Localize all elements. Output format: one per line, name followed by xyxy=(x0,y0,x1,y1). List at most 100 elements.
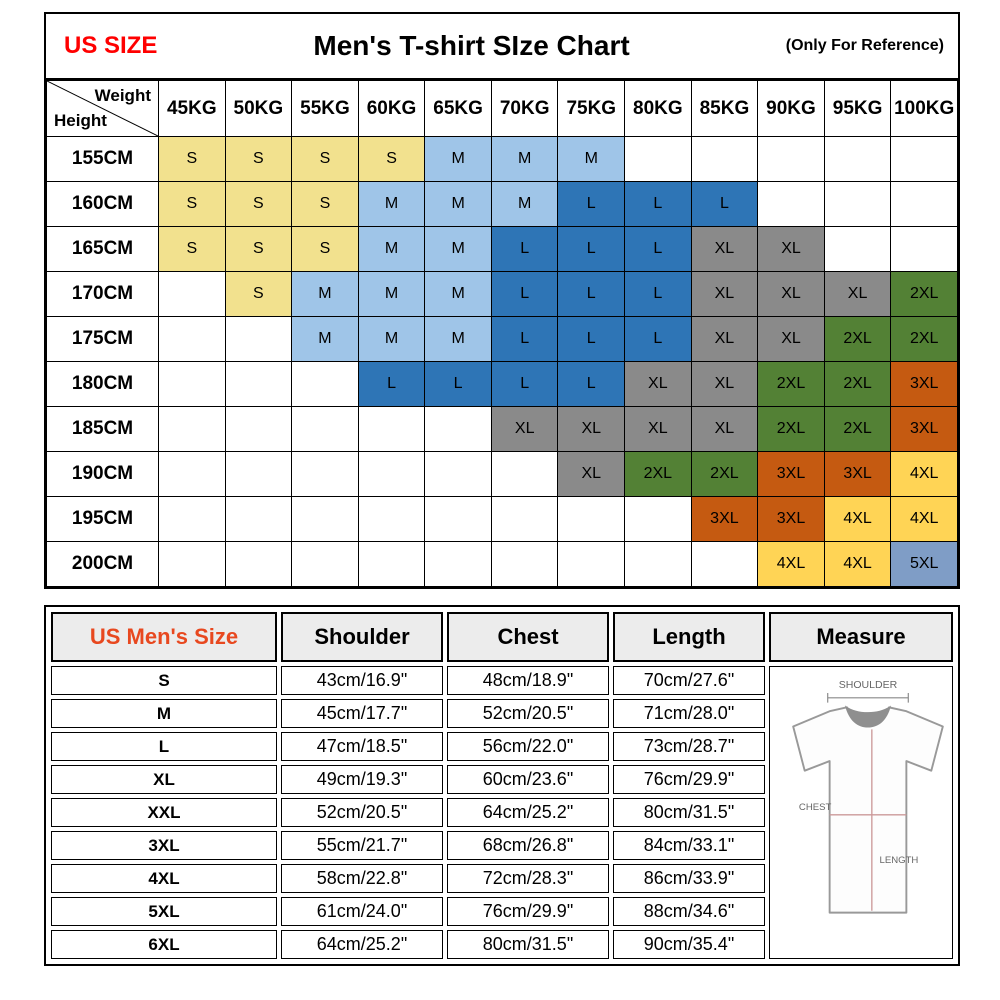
size-cell-xl: XL xyxy=(757,226,825,272)
weight-header: 60KG xyxy=(357,80,426,137)
size-cell-s: S xyxy=(291,226,359,272)
size-cell-4xl: 4XL xyxy=(890,451,958,497)
size-cell-m: M xyxy=(424,316,492,362)
size-cell-empty xyxy=(224,406,293,452)
measure-table-body: S 43cm/16.9" 48cm/18.9" 70cm/27.6" SHOULDER… xyxy=(51,666,953,959)
height-axis-label: Height xyxy=(54,111,107,130)
size-cell-s: S xyxy=(291,136,359,182)
size-cell-xl: XL xyxy=(757,316,825,362)
measurement-value: 47cm/18.5" xyxy=(281,732,443,761)
size-cell-empty xyxy=(158,406,226,452)
grid-row: 190CM XL 2XL 2XL 3XL 3XL 4XL xyxy=(46,451,958,497)
size-cell-m: M xyxy=(557,136,626,182)
size-cell-empty xyxy=(490,541,559,587)
weight-header: 45KG xyxy=(158,80,226,137)
size-cell-s: S xyxy=(158,226,226,272)
size-cell-empty xyxy=(158,451,226,497)
size-cell-l: L xyxy=(490,226,559,272)
weight-header: 55KG xyxy=(291,80,359,137)
weight-header: 50KG xyxy=(224,80,293,137)
height-label: 160CM xyxy=(46,181,159,227)
measurement-value: 90cm/35.4" xyxy=(613,930,765,959)
height-label: 200CM xyxy=(46,541,159,587)
weight-height-corner-cell: Weight Height xyxy=(46,80,159,137)
measurement-value: 88cm/34.6" xyxy=(613,897,765,926)
measure-row: XXL 52cm/20.5" 64cm/25.2" 80cm/31.5" xyxy=(51,798,953,827)
size-cell-l: L xyxy=(624,181,692,227)
weight-header: 85KG xyxy=(690,80,759,137)
grid-row: 160CM S S S M M M L L L xyxy=(46,181,958,227)
size-cell-3xl: 3XL xyxy=(690,496,759,542)
height-label: 190CM xyxy=(46,451,159,497)
grid-row: 165CM S S S M M L L L XL XL xyxy=(46,226,958,272)
grid-row: 155CM S S S S M M M xyxy=(46,136,958,182)
us-size-value: 3XL xyxy=(51,831,277,860)
size-cell-l: L xyxy=(557,226,626,272)
size-cell-5xl: 5XL xyxy=(890,541,958,587)
size-cell-m: M xyxy=(357,181,426,227)
size-cell-empty xyxy=(890,136,958,182)
measurement-value: 55cm/21.7" xyxy=(281,831,443,860)
size-cell-empty xyxy=(890,226,958,272)
us-size-value: 4XL xyxy=(51,864,277,893)
size-cell-m: M xyxy=(490,181,559,227)
size-cell-empty xyxy=(557,496,626,542)
measure-row: L 47cm/18.5" 56cm/22.0" 73cm/28.7" xyxy=(51,732,953,761)
size-cell-empty xyxy=(357,541,426,587)
size-cell-m: M xyxy=(424,181,492,227)
size-cell-empty xyxy=(158,316,226,362)
chest-measure-label: CHEST xyxy=(799,802,832,813)
measurement-value: 86cm/33.9" xyxy=(613,864,765,893)
size-cell-m: M xyxy=(490,136,559,182)
weight-header: 90KG xyxy=(757,80,825,137)
size-cell-empty xyxy=(357,406,426,452)
size-cell-s: S xyxy=(158,181,226,227)
size-cell-m: M xyxy=(291,271,359,317)
size-cell-empty xyxy=(490,496,559,542)
size-cell-l: L xyxy=(624,226,692,272)
grid-row: 170CM S M M M L L L XL XL XL 2XL xyxy=(46,271,958,317)
size-cell-xl: XL xyxy=(557,451,626,497)
length-measure-label: LENGTH xyxy=(880,855,919,866)
size-cell-empty xyxy=(291,406,359,452)
size-cell-l: L xyxy=(557,181,626,227)
size-cell-xl: XL xyxy=(690,361,759,407)
us-size-value: 5XL xyxy=(51,897,277,926)
size-cell-2xl: 2XL xyxy=(823,361,892,407)
grid-row: 180CM L L L L XL XL 2XL 2XL 3XL xyxy=(46,361,958,407)
size-cell-s: S xyxy=(224,271,293,317)
size-cell-empty xyxy=(224,496,293,542)
header-measure: Measure xyxy=(769,612,953,662)
size-cell-empty xyxy=(158,496,226,542)
measurement-value: 52cm/20.5" xyxy=(447,699,609,728)
size-cell-2xl: 2XL xyxy=(757,361,825,407)
measurement-value: 48cm/18.9" xyxy=(447,666,609,695)
measurement-value: 70cm/27.6" xyxy=(613,666,765,695)
size-cell-4xl: 4XL xyxy=(757,541,825,587)
grid-row: 195CM 3XL 3XL 4XL 4XL xyxy=(46,496,958,542)
grid-row: 175CM M M M L L L XL XL 2XL 2XL xyxy=(46,316,958,362)
chart-title-row: US SIZE Men's T-shirt SIze Chart (Only F… xyxy=(46,14,958,80)
tshirt-diagram: SHOULDER CHEST LENGTH xyxy=(792,679,944,914)
measure-header-row: US Men's Size Shoulder Chest Length Meas… xyxy=(51,612,953,662)
height-label: 175CM xyxy=(46,316,159,362)
size-cell-2xl: 2XL xyxy=(823,406,892,452)
size-cell-m: M xyxy=(291,316,359,362)
size-cell-2xl: 2XL xyxy=(890,271,958,317)
size-cell-m: M xyxy=(424,271,492,317)
size-cell-3xl: 3XL xyxy=(890,361,958,407)
us-size-value: M xyxy=(51,699,277,728)
size-cell-2xl: 2XL xyxy=(757,406,825,452)
size-cell-empty xyxy=(224,451,293,497)
weight-header: 65KG xyxy=(424,80,492,137)
measurement-value: 43cm/16.9" xyxy=(281,666,443,695)
size-cell-2xl: 2XL xyxy=(890,316,958,362)
height-label: 170CM xyxy=(46,271,159,317)
measurement-value: 60cm/23.6" xyxy=(447,765,609,794)
size-cell-s: S xyxy=(224,136,293,182)
size-cell-m: M xyxy=(424,226,492,272)
weight-header: 70KG xyxy=(490,80,559,137)
measure-row: 6XL 64cm/25.2" 80cm/31.5" 90cm/35.4" xyxy=(51,930,953,959)
us-size-value: XXL xyxy=(51,798,277,827)
weight-header: 100KG xyxy=(890,80,958,137)
